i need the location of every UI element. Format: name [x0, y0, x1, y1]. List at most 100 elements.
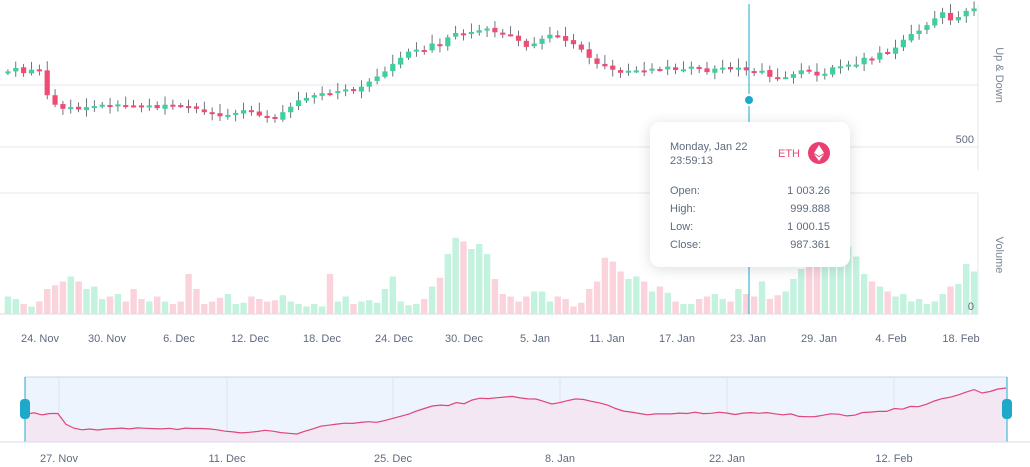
candle-body	[303, 97, 310, 101]
candle-body	[115, 104, 121, 107]
volume-bar	[373, 302, 381, 314]
volume-bar	[711, 294, 719, 314]
x-tick-label: 24. Nov	[21, 333, 59, 345]
volume-bar	[436, 277, 444, 314]
volume-bar	[4, 296, 12, 314]
candle-body	[665, 66, 671, 70]
tooltip-coin: ETH	[778, 148, 800, 160]
volume-bar	[523, 296, 530, 314]
volume-bar	[28, 306, 35, 314]
volume-bar	[358, 301, 365, 314]
volume-bar	[884, 291, 891, 314]
y-tick-label-price: 500	[956, 134, 974, 146]
volume-bar	[303, 306, 310, 314]
volume-bar	[67, 276, 74, 314]
candle-body	[830, 67, 836, 75]
volume-bar	[389, 276, 397, 314]
x-tick-label: 11. Jan	[589, 333, 624, 345]
volume-bar	[617, 271, 624, 314]
candle-body	[138, 105, 145, 108]
volume-bar	[578, 302, 585, 314]
candle-body	[531, 43, 537, 47]
volume-bar	[633, 276, 640, 314]
x-tick-label: 18. Feb	[942, 333, 979, 345]
candle-body	[52, 95, 58, 105]
volume-bar	[695, 299, 703, 314]
tooltip-label: Low:	[670, 221, 694, 233]
candle-body	[28, 69, 35, 74]
x-tick-label: 12. Dec	[231, 333, 269, 345]
navigator-tick-label: 22. Jan	[709, 453, 745, 465]
candle-body	[382, 71, 388, 77]
navigator-left-handle[interactable]	[20, 399, 30, 419]
volume-bar	[83, 289, 90, 314]
candle-body	[60, 104, 66, 109]
navigator-tick-label: 12. Feb	[875, 453, 912, 465]
tooltip-label: Close:	[670, 239, 702, 251]
volume-bar	[837, 224, 844, 314]
candle-body	[594, 58, 600, 64]
candle-body	[853, 64, 859, 67]
tooltip-value: 987.361	[790, 239, 830, 251]
candlestick-series	[5, 1, 977, 123]
volume-bar	[515, 301, 522, 314]
navigator-tick-label: 27. Nov	[40, 453, 78, 465]
price-axis-title: Up & Down	[993, 47, 1005, 103]
candle-body	[712, 68, 718, 73]
candle-body	[727, 66, 734, 70]
candle-body	[602, 63, 608, 67]
volume-bar	[169, 304, 177, 314]
candle-body	[405, 51, 412, 58]
navigator-line	[25, 387, 1007, 435]
volume-bar	[570, 306, 577, 314]
volume-bar	[680, 304, 687, 314]
candle-body	[680, 69, 687, 72]
x-axis: 24. Nov 30. Nov 6. Dec 12. Dec 18. Dec 24. De…	[21, 333, 980, 345]
ohlc-tooltip: Monday, Jan 22 23:59:13 ETH Open: 1 003.…	[650, 122, 850, 267]
volume-bar	[915, 299, 923, 314]
volume-bar	[366, 300, 373, 314]
candle-body	[610, 65, 616, 70]
volume-bar	[939, 294, 946, 314]
volume-bar	[955, 284, 962, 314]
candle-body	[445, 37, 451, 47]
volume-bar	[216, 297, 224, 314]
candle-body	[633, 70, 639, 73]
volume-bar	[295, 304, 302, 314]
x-tick-label: 17. Jan	[659, 333, 695, 345]
candle-body	[178, 105, 184, 108]
candle-body	[672, 67, 679, 71]
candle-body	[492, 27, 498, 33]
candle-body	[193, 106, 200, 109]
tooltip-value: 999.888	[790, 203, 830, 215]
volume-bar	[287, 301, 294, 314]
volume-bar	[342, 296, 349, 314]
volume-bar	[153, 296, 161, 314]
candle-body	[822, 73, 828, 76]
candle-body	[256, 111, 262, 116]
candle-body	[814, 71, 820, 76]
candle-body	[319, 93, 325, 96]
candle-body	[563, 36, 569, 41]
volume-bar	[483, 254, 491, 314]
volume-bar	[413, 304, 420, 314]
volume-bar	[20, 304, 27, 314]
candle-body	[837, 66, 844, 69]
candle-body	[437, 44, 443, 47]
volume-bar	[405, 305, 412, 314]
volume-bar	[688, 304, 695, 314]
volume-bar	[703, 296, 711, 314]
volume-bar	[860, 274, 868, 314]
volume-bar	[130, 289, 137, 314]
ethereum-icon	[808, 142, 830, 164]
candle-body	[358, 86, 364, 92]
volume-bar	[727, 301, 734, 314]
navigator-right-handle[interactable]	[1002, 399, 1012, 419]
candle-body	[586, 49, 592, 58]
candle-body	[618, 70, 624, 73]
navigator[interactable]	[0, 376, 1030, 443]
candle-body	[892, 47, 899, 54]
candle-body	[515, 35, 522, 41]
x-tick-label: 23. Jan	[730, 333, 766, 345]
